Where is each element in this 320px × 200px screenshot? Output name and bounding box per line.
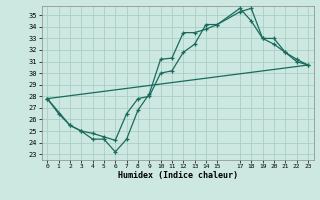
X-axis label: Humidex (Indice chaleur): Humidex (Indice chaleur): [118, 171, 237, 180]
